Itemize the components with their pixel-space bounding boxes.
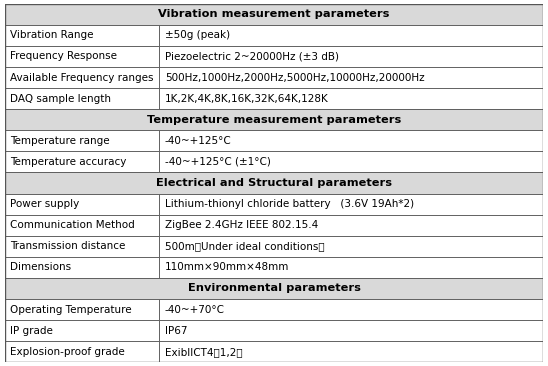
Bar (5, 25, 158, 46)
Bar (5, 214, 158, 236)
Text: Vibration measurement parameters: Vibration measurement parameters (158, 9, 390, 19)
Text: 1K,2K,4K,8K,16K,32K,64K,128K: 1K,2K,4K,8K,16K,32K,64K,128K (165, 94, 329, 104)
Text: ExibIICT4（1,2）: ExibIICT4（1,2） (165, 347, 243, 357)
Bar (158, 130, 543, 152)
Bar (5, 46, 158, 67)
Text: Lithium-thionyl chloride battery   (3.6V 19Ah*2): Lithium-thionyl chloride battery (3.6V 1… (165, 199, 414, 209)
Bar (5, 88, 158, 109)
Bar (5, 299, 158, 320)
Text: ZigBee 2.4GHz IEEE 802.15.4: ZigBee 2.4GHz IEEE 802.15.4 (165, 220, 318, 230)
Text: DAQ sample length: DAQ sample length (10, 94, 111, 104)
Text: Environmental parameters: Environmental parameters (187, 284, 361, 294)
Bar (158, 46, 543, 67)
Text: Piezoelectric 2~20000Hz (±3 dB): Piezoelectric 2~20000Hz (±3 dB) (165, 51, 339, 61)
Text: Vibration Range: Vibration Range (10, 30, 93, 40)
Text: Electrical and Structural parameters: Electrical and Structural parameters (156, 178, 392, 188)
Bar (5, 320, 158, 341)
Bar (158, 320, 543, 341)
Bar (5, 109, 543, 130)
Text: Power supply: Power supply (10, 199, 79, 209)
Text: -40~+125°C (±1°C): -40~+125°C (±1°C) (165, 157, 271, 167)
Text: -40~+70°C: -40~+70°C (165, 305, 225, 315)
Bar (158, 341, 543, 362)
Bar (158, 88, 543, 109)
Bar (158, 214, 543, 236)
Bar (5, 278, 543, 299)
Bar (158, 299, 543, 320)
Text: Frequency Response: Frequency Response (10, 51, 117, 61)
Text: Available Frequency ranges: Available Frequency ranges (10, 72, 153, 82)
Text: -40~+125°C: -40~+125°C (165, 136, 232, 146)
Bar (5, 257, 158, 278)
Bar (158, 236, 543, 257)
Bar (5, 152, 158, 172)
Bar (158, 194, 543, 214)
Text: 500Hz,1000Hz,2000Hz,5000Hz,10000Hz,20000Hz: 500Hz,1000Hz,2000Hz,5000Hz,10000Hz,20000… (165, 72, 425, 82)
Bar (5, 67, 158, 88)
Text: ±50g (peak): ±50g (peak) (165, 30, 230, 40)
Bar (5, 130, 158, 152)
Text: Temperature range: Temperature range (10, 136, 110, 146)
Bar (158, 67, 543, 88)
Bar (5, 341, 158, 362)
Bar (5, 172, 543, 194)
Bar (5, 194, 158, 214)
Text: Temperature measurement parameters: Temperature measurement parameters (147, 115, 401, 125)
Text: 110mm×90mm×48mm: 110mm×90mm×48mm (165, 262, 289, 272)
Bar (5, 4, 543, 25)
Text: Dimensions: Dimensions (10, 262, 71, 272)
Bar (158, 152, 543, 172)
Text: Transmission distance: Transmission distance (10, 241, 125, 251)
Text: Explosion-proof grade: Explosion-proof grade (10, 347, 124, 357)
Bar (158, 25, 543, 46)
Bar (158, 257, 543, 278)
Text: IP67: IP67 (165, 326, 187, 336)
Text: IP grade: IP grade (10, 326, 53, 336)
Text: 500m（Under ideal conditions）: 500m（Under ideal conditions） (165, 241, 324, 251)
Text: Communication Method: Communication Method (10, 220, 134, 230)
Text: Temperature accuracy: Temperature accuracy (10, 157, 126, 167)
Text: Operating Temperature: Operating Temperature (10, 305, 132, 315)
Bar (5, 236, 158, 257)
